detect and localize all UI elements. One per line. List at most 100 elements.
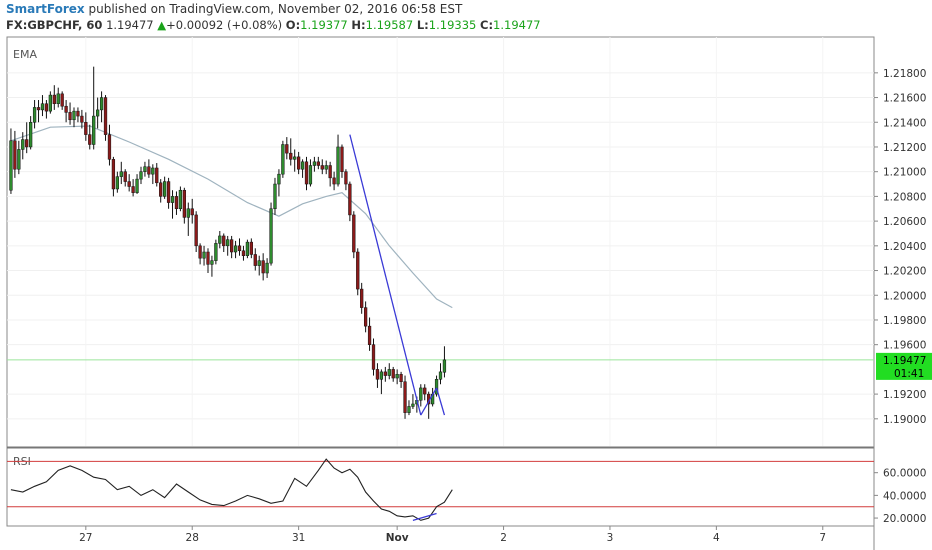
candle-down	[60, 91, 64, 110]
candle-up	[135, 174, 139, 194]
price-tick-label: 1.20400	[883, 241, 926, 253]
price-tick-label: 1.21000	[883, 167, 926, 179]
candle-body	[60, 93, 64, 107]
candle-up	[178, 186, 183, 212]
candle-down	[356, 248, 360, 296]
price-tick-label: 1.20000	[883, 290, 926, 302]
candle-body	[387, 369, 391, 376]
countdown-timer: 01:41	[894, 368, 924, 380]
candle-body	[265, 262, 269, 274]
candle-body	[119, 171, 123, 177]
candle-body	[92, 115, 96, 145]
candle-up	[17, 140, 21, 175]
candle-down	[155, 163, 159, 187]
candle-up	[72, 107, 76, 128]
publisher-name[interactable]: SmartForex	[6, 2, 85, 16]
candle-body	[9, 140, 13, 191]
plot-border	[6, 36, 875, 527]
candle-body	[190, 208, 194, 216]
candle-down	[237, 238, 242, 256]
price-tick-label: 1.21200	[883, 142, 926, 154]
candle-body	[17, 149, 21, 170]
change-value: +0.00092 (+0.08%)	[166, 18, 283, 32]
candle-up	[48, 91, 52, 114]
candle-body	[226, 239, 230, 247]
candle-body	[170, 196, 175, 203]
candle-body	[340, 146, 344, 172]
candle-body	[166, 181, 171, 203]
candle-down	[249, 238, 253, 259]
candle-body	[163, 181, 167, 197]
published-text: published on TradingView.com, November 0…	[88, 2, 463, 16]
price-chart[interactable]: EMA 1.218001.216001.214001.212001.210001…	[0, 36, 932, 550]
candle-down	[352, 211, 356, 259]
candle-body	[147, 166, 151, 175]
candle-down	[206, 248, 210, 274]
rsi-trendline[interactable]	[412, 512, 437, 521]
candle-up	[411, 394, 415, 409]
candle-body	[182, 189, 186, 218]
time-tick-label: 27	[79, 532, 92, 544]
candle-body	[289, 152, 293, 160]
candle-up	[32, 100, 37, 129]
price-tick-label: 1.20600	[883, 216, 926, 228]
price-tick-label: 1.21600	[883, 93, 926, 105]
time-axis[interactable]: 27 28 31 Nov 2 3 4 7	[7, 525, 874, 544]
price-tick-label: 1.21800	[883, 68, 926, 80]
candle-up	[210, 255, 214, 277]
candle-body	[379, 371, 384, 380]
candle-body	[202, 251, 206, 259]
candle-body	[395, 374, 399, 379]
candle-body	[159, 182, 163, 197]
candle-body	[21, 139, 25, 150]
rsi-tick-label: 20.0000	[883, 513, 926, 525]
candle-up	[273, 177, 277, 215]
candle-down	[182, 187, 186, 224]
trendline	[349, 134, 422, 416]
price-tick-label: 1.19600	[883, 340, 926, 352]
candle-body	[261, 260, 265, 274]
candle-body	[84, 122, 88, 135]
candle-body	[48, 94, 52, 112]
price-axis[interactable]: 1.21800 1.21600 1.21400 1.21200 1.21000 1.208…	[874, 68, 926, 426]
candle-body	[296, 156, 301, 170]
last-price-tag-box	[876, 352, 932, 380]
ema-label: EMA	[13, 48, 37, 61]
candle-body	[64, 105, 68, 113]
candle-down	[285, 137, 289, 160]
candle-down	[174, 191, 179, 215]
candle-down	[159, 179, 163, 203]
candle-down	[427, 391, 431, 419]
candle-body	[13, 140, 17, 170]
trendline-drawings[interactable]	[349, 134, 446, 416]
candle-body	[419, 387, 423, 401]
candle-up	[163, 176, 167, 199]
symbol-label: FX:GBPCHF, 60	[6, 18, 103, 32]
candlestick-series	[9, 66, 447, 419]
candle-body	[230, 239, 234, 253]
candle-body	[403, 381, 407, 413]
candle-body	[103, 97, 108, 135]
candle-body	[348, 183, 352, 216]
candle-down	[363, 301, 368, 333]
candle-body	[88, 134, 92, 145]
price-tick-label: 1.19000	[883, 414, 926, 426]
candle-body	[214, 243, 218, 261]
candle-up	[257, 255, 261, 276]
candle-up	[218, 230, 222, 249]
candle-down	[316, 156, 320, 170]
candle-body	[411, 403, 415, 407]
candle-body	[336, 146, 340, 185]
candle-body	[293, 156, 297, 160]
rsi-series	[10, 458, 453, 521]
candle-down	[194, 211, 198, 253]
candle-body	[316, 161, 320, 166]
candle-up	[336, 134, 340, 187]
candle-up	[40, 95, 45, 117]
candle-up	[226, 235, 230, 256]
candle-down	[88, 124, 92, 150]
candle-up	[308, 159, 313, 187]
chart-frame	[6, 36, 875, 550]
candle-body	[312, 161, 317, 166]
candle-body	[143, 166, 147, 172]
